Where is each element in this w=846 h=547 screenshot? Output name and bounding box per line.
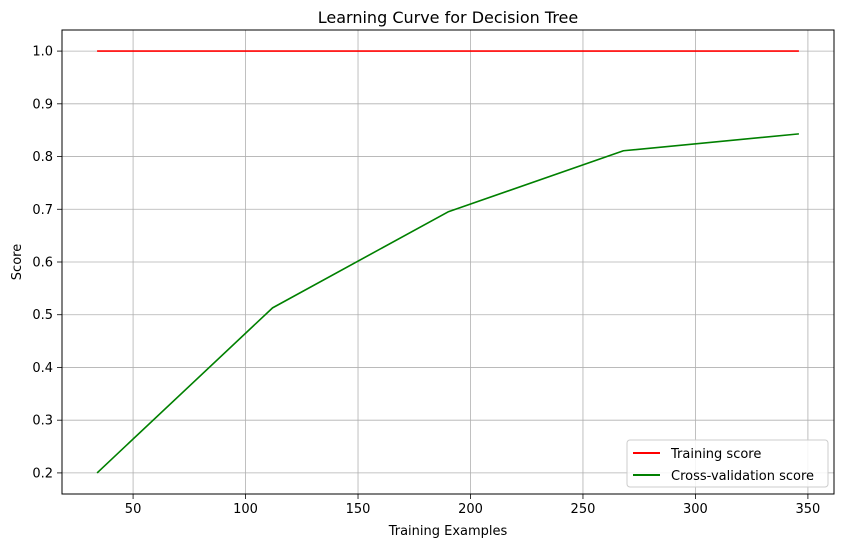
y-tick-label: 0.4 [32,361,53,376]
y-tick-label: 0.8 [32,150,53,165]
x-tick-label: 300 [683,502,708,517]
legend-box [626,439,829,488]
y-tick-label: 0.7 [32,203,53,218]
y-tick-label: 0.3 [32,414,53,429]
y-tick-label: 0.2 [32,466,53,481]
x-axis-label: Training Examples [388,524,508,539]
chart-title: Learning Curve for Decision Tree [318,8,578,27]
y-tick-label: 0.6 [32,256,53,271]
y-tick-label: 0.5 [32,308,53,323]
legend-label-training-score: Training score [670,447,761,462]
x-tick-label: 250 [571,502,596,517]
y-tick-label: 0.9 [32,97,53,112]
legend-label-cross-validation-score: Cross-validation score [671,469,814,484]
grid-lines [62,30,834,494]
x-tick-label: 50 [125,502,142,517]
x-tick-label: 350 [795,502,820,517]
x-tick-label: 200 [458,502,483,517]
legend: Training score Cross-validation score [626,439,829,488]
series-line-cross-validation-score [96,133,799,474]
y-axis-label: Score [10,244,25,280]
y-tick-label: 1.0 [32,45,53,60]
series-group [96,50,799,474]
axis-ticks: 50 100 150 200 250 300 350 0.2 0.3 0.4 0.5 0.6 0.7 0.… [32,45,820,517]
x-tick-label: 150 [346,502,371,517]
x-tick-label: 100 [233,502,258,517]
